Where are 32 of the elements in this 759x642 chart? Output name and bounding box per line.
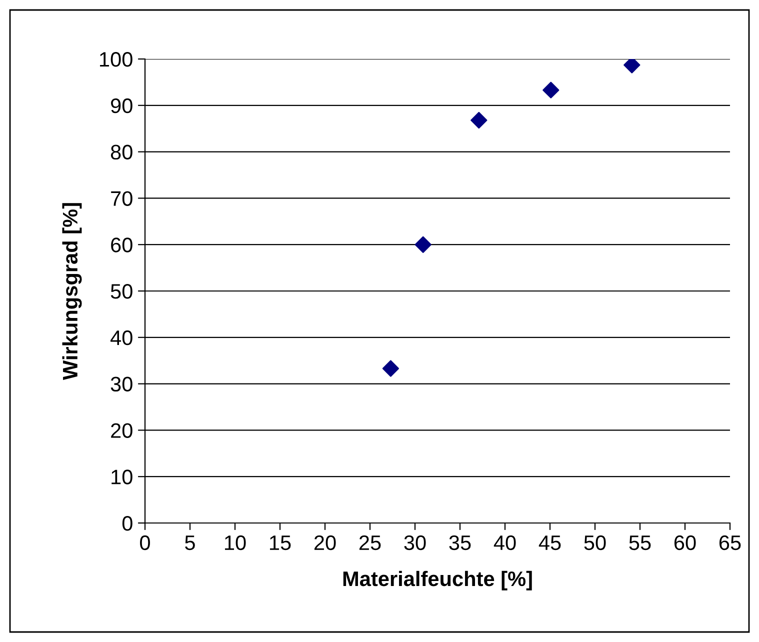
x-tick-label: 60 xyxy=(674,535,696,550)
x-tick-label: 20 xyxy=(314,535,336,550)
y-tick-label: 50 xyxy=(110,284,132,299)
y-tick-label: 30 xyxy=(110,376,132,392)
x-tick-label: 35 xyxy=(449,535,471,550)
y-tick-label: 40 xyxy=(110,330,132,346)
point xyxy=(542,82,560,98)
point xyxy=(414,236,432,253)
x-tick-label: 50 xyxy=(584,535,606,550)
point xyxy=(624,59,640,74)
y-tick-label: 80 xyxy=(110,144,132,160)
y-tick-label: 100 xyxy=(100,52,132,67)
x-tick-label: 0 xyxy=(140,535,150,550)
point xyxy=(382,360,399,377)
x-tick-label: 45 xyxy=(538,536,561,550)
y-tick-label: 90 xyxy=(111,98,132,114)
x-tick-label: 65 xyxy=(719,535,741,550)
x-tick-label: 10 xyxy=(225,535,246,550)
x-tick-label: 25 xyxy=(359,535,381,550)
y-tick-label: 0 xyxy=(122,516,132,531)
point xyxy=(470,112,488,129)
y-tick-label: 70 xyxy=(111,191,132,206)
y-tick-label: 60 xyxy=(111,238,132,252)
x-tick-label: 5 xyxy=(185,536,195,550)
y-axis-title: Wirkungsgrad [%] xyxy=(62,203,82,380)
x-tick-label: 40 xyxy=(494,535,516,550)
x-tick-label: 15 xyxy=(270,536,291,550)
x-axis-title: Materialfeuchte [%] xyxy=(343,570,532,590)
x-tick-label: 30 xyxy=(404,535,426,550)
y-tick-label: 20 xyxy=(111,423,132,438)
x-tick-label: 55 xyxy=(629,536,651,550)
y-tick-label: 10 xyxy=(112,470,132,484)
